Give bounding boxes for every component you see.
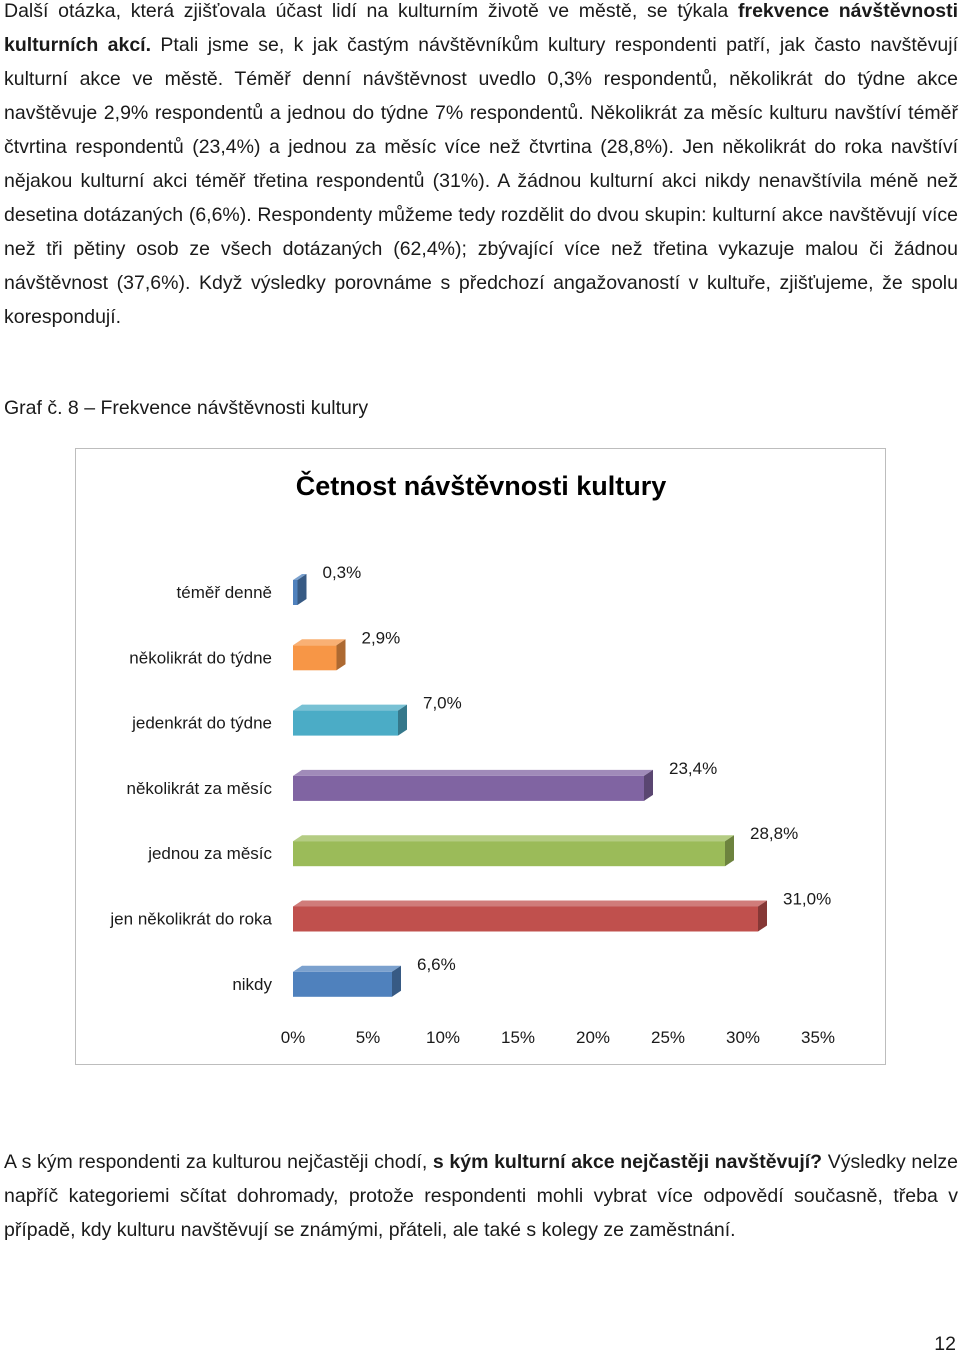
bar-side-4 — [725, 835, 734, 867]
chart-title: Četnost návštěvnosti kultury — [296, 470, 667, 501]
category-label-4: jednou za měsíc — [147, 844, 272, 863]
paragraph-emphasis: s kým kulturní akce nejčastěji navštěvuj… — [432, 1151, 823, 1173]
bar-2 — [293, 710, 398, 736]
data-label-1: 2,9% — [362, 628, 401, 647]
bar-6 — [293, 971, 392, 997]
paragraph-frequency: Další otázka, která zjišťovala účast lid… — [4, 0, 958, 334]
x-tick-label-0: 0% — [281, 1028, 306, 1047]
bar-side-3 — [644, 769, 653, 801]
bar-top-4 — [293, 835, 734, 842]
bar-3 — [293, 775, 644, 801]
x-tick-label-7: 35% — [801, 1028, 835, 1047]
bar-top-0 — [293, 574, 307, 580]
data-label-0: 0,3% — [323, 563, 362, 582]
paragraph-intro: Další otázka, která zjišťovala účast lid… — [4, 0, 738, 22]
chart-frame: Četnost návštěvnosti kultury téměř denně… — [75, 448, 886, 1065]
category-label-5: jen několikrát do roka — [109, 910, 272, 929]
paragraph-body: Ptali jsme se, k jak častým návštěvníkům… — [4, 34, 958, 328]
paragraph-intro: A s kým respondenti za kulturou nejčastě… — [4, 1151, 433, 1173]
page-number: 12 — [934, 1333, 956, 1355]
bar-1 — [293, 645, 337, 671]
data-label-4: 28,8% — [750, 824, 798, 843]
x-tick-label-4: 20% — [576, 1028, 610, 1047]
bar-chart: Četnost návštěvnosti kultury téměř denně… — [109, 470, 835, 1047]
bar-side-0 — [297, 574, 307, 605]
bar-side-1 — [336, 639, 346, 671]
data-label-5: 31,0% — [783, 890, 831, 909]
bar-side-2 — [398, 704, 407, 736]
paragraph-emphasis: frekvence návštěvnosti kulturních akcí. — [4, 0, 958, 56]
bar-5 — [293, 906, 758, 932]
bar-0 — [293, 580, 298, 605]
bar-side-5 — [758, 900, 767, 932]
bars-layer: téměř denně 0,3% několikrát do týdne 2,9% je… — [109, 563, 835, 1047]
x-tick-label-1: 5% — [356, 1028, 381, 1047]
bar-top-3 — [293, 769, 653, 776]
paragraph-companions: A s kým respondenti za kulturou nejčastě… — [4, 1145, 958, 1247]
bar-top-6 — [293, 965, 401, 972]
paragraph-body: Výsledky nelze napříč kategoriemi sčítat… — [4, 1151, 959, 1241]
chart-caption: Graf č. 8 – Frekvence návštěvnosti kultu… — [4, 397, 369, 419]
bar-top-5 — [293, 900, 767, 907]
x-tick-label-5: 25% — [651, 1028, 685, 1047]
data-label-6: 6,6% — [417, 955, 456, 974]
category-label-0: téměř denně — [177, 583, 272, 602]
bar-4 — [293, 841, 725, 867]
bar-top-2 — [293, 704, 407, 711]
x-tick-label-6: 30% — [726, 1028, 760, 1047]
category-label-2: jedenkrát do týdne — [131, 714, 272, 733]
category-label-6: nikdy — [232, 975, 272, 994]
x-tick-label-3: 15% — [501, 1028, 535, 1047]
category-label-1: několikrát do týdne — [129, 648, 272, 667]
data-label-3: 23,4% — [669, 759, 717, 778]
category-label-3: několikrát za měsíc — [127, 779, 273, 798]
x-tick-label-2: 10% — [426, 1028, 460, 1047]
bar-side-6 — [392, 965, 401, 997]
bar-top-1 — [293, 639, 346, 646]
data-label-2: 7,0% — [423, 694, 462, 713]
